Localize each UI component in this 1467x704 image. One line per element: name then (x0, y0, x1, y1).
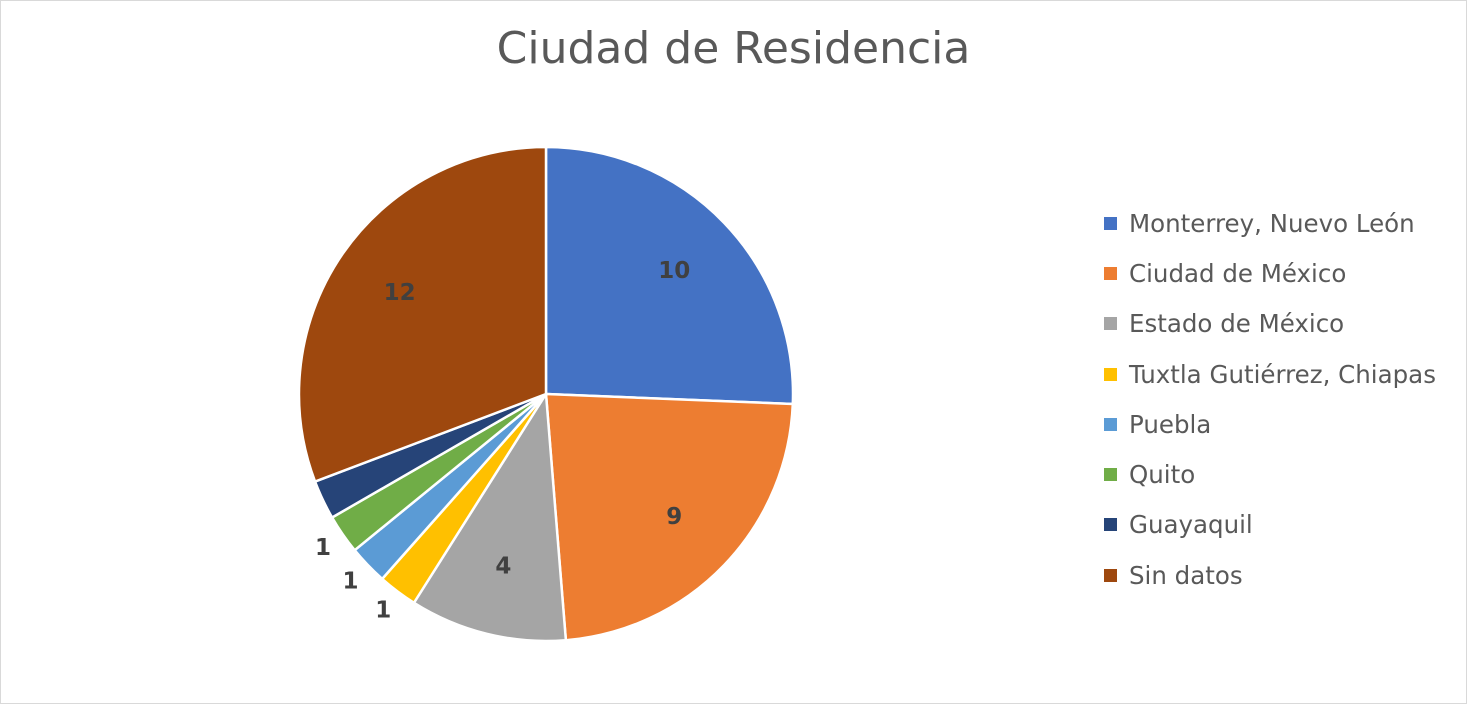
legend-label: Monterrey, Nuevo León (1129, 208, 1415, 238)
legend-swatch (1104, 518, 1117, 532)
legend-item-sin-datos: Sin datos (1104, 550, 1459, 600)
legend-swatch (1104, 216, 1117, 230)
legend-label: Guayaquil (1129, 510, 1253, 540)
legend-item-guayaquil: Guayaquil (1104, 500, 1459, 550)
data-label-sin-datos: 12 (384, 280, 416, 306)
legend-swatch (1104, 468, 1117, 482)
data-label-monterrey-nuevo-leon: 10 (658, 258, 690, 284)
legend-label: Puebla (1129, 409, 1212, 439)
legend-swatch (1104, 367, 1117, 381)
pie-slice-sin-datos (297, 145, 548, 483)
legend-swatch (1104, 417, 1117, 431)
legend-swatch (1104, 317, 1117, 331)
data-label-puebla: 1 (343, 569, 359, 595)
legend-swatch (1104, 266, 1117, 280)
data-label-tuxtla-gutierrez-chiapas: 1 (375, 598, 391, 624)
chart-title: Ciudad de Residencia (496, 23, 971, 74)
legend-swatch (1104, 568, 1117, 582)
pie-slice-ciudad-de-mexico (544, 392, 795, 642)
legend-item-puebla: Puebla (1104, 399, 1459, 449)
legend-item-ciudad-de-mexico: Ciudad de México (1104, 248, 1459, 298)
legend-item-tuxtla-gutierrez-chiapas: Tuxtla Gutiérrez, Chiapas (1104, 349, 1459, 399)
legend-item-monterrey-nuevo-leon: Monterrey, Nuevo León (1104, 198, 1459, 248)
data-label-quito: 1 (315, 535, 331, 561)
legend-item-estado-de-mexico: Estado de México (1104, 299, 1459, 349)
legend: Monterrey, Nuevo León Ciudad de México Est… (1104, 198, 1459, 600)
data-label-ciudad-de-mexico: 9 (666, 504, 682, 530)
legend-label: Ciudad de México (1129, 258, 1347, 288)
pie-slice-estado-de-mexico (412, 392, 568, 643)
legend-label: Tuxtla Gutiérrez, Chiapas (1129, 359, 1436, 389)
pie-slice-monterrey-nuevo-leon (544, 145, 795, 406)
data-label-estado-de-mexico: 4 (495, 554, 511, 580)
legend-label: Quito (1129, 460, 1196, 490)
legend-label: Sin datos (1129, 560, 1243, 590)
legend-label: Estado de México (1129, 309, 1345, 339)
legend-item-quito: Quito (1104, 449, 1459, 499)
